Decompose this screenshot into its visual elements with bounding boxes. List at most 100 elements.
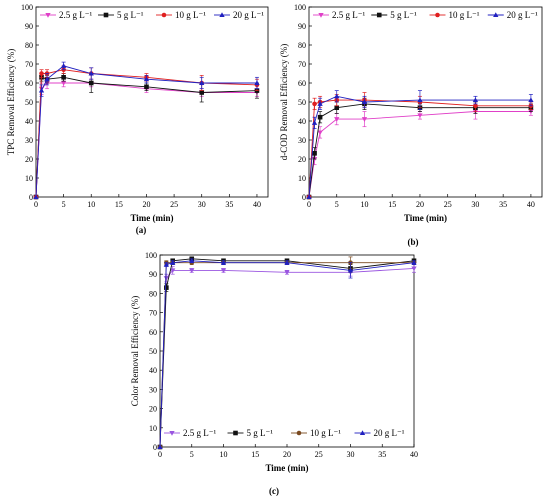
x-tick-label: 40 [527,200,535,209]
legend-marker [45,13,51,18]
panel-caption: (b) [408,237,419,247]
y-tick-label: 80 [25,41,33,50]
y-tick-label: 30 [149,385,157,394]
series-line [35,82,257,198]
data-point [189,268,195,274]
y-tick-label: 50 [25,98,33,107]
legend-marker [103,12,109,18]
data-point [61,75,66,80]
x-tick-label: 25 [170,200,178,209]
data-point [361,99,368,104]
series-1 [157,256,417,450]
x-axis-label: Time (min) [265,463,308,473]
data-point [411,259,417,265]
y-tick-label: 20 [149,405,157,414]
legend-label: 10 g L⁻¹ [449,10,480,20]
legend-label: 2.5 g L⁻¹ [332,10,365,20]
data-point [170,268,176,274]
data-point [88,70,94,76]
x-tick-label: 5 [335,200,339,209]
y-tick-label: 80 [149,289,157,298]
data-point [311,120,318,125]
y-axis-label: TPC Removal Efficiency (%) [6,49,16,156]
data-point [473,103,478,109]
panel-caption: (c) [269,486,279,496]
data-point [39,71,44,76]
data-point [311,157,318,162]
y-tick-label: 60 [25,79,33,88]
legend-label: 5 g L⁻¹ [247,428,274,438]
data-point [312,151,317,156]
x-tick-label: 10 [220,450,228,459]
legend-label: 20 g L⁻¹ [374,428,405,438]
data-point [312,101,317,107]
data-point [33,194,39,199]
legend-marker [359,430,366,435]
legend-marker [435,12,440,18]
y-tick-label: 40 [25,117,33,126]
x-tick-label: 5 [62,200,66,209]
x-tick-label: 0 [307,200,311,209]
data-point [44,76,50,82]
y-tick-label: 70 [298,60,306,69]
series-2 [157,256,417,450]
x-tick-label: 25 [444,200,452,209]
series-line [159,262,414,448]
y-tick-label: 60 [149,328,157,337]
y-tick-label: 40 [298,117,306,126]
x-tick-label: 20 [283,450,291,459]
x-tick-label: 0 [158,450,162,459]
legend-label: 20 g L⁻¹ [507,10,538,20]
data-point [334,93,340,99]
data-point [220,268,227,274]
data-point [284,270,290,276]
legend-label: 2.5 g L⁻¹ [183,428,216,438]
data-point [528,97,534,103]
data-point [317,114,323,120]
legend-marker [233,430,238,436]
data-point [170,259,176,265]
y-tick-label: 0 [29,193,33,202]
x-tick-label: 25 [315,450,323,459]
y-tick-label: 10 [149,424,157,433]
series-0 [306,103,534,200]
series-0 [157,264,417,450]
y-tick-label: 100 [294,3,306,12]
data-point [220,259,227,265]
data-point [88,80,94,86]
data-point [157,444,163,449]
x-tick-label: 15 [388,200,396,209]
series-line [308,111,531,198]
legend-marker [161,12,167,18]
legend-label: 10 g L⁻¹ [175,10,206,20]
legend-marker [169,431,175,436]
series-line [159,267,415,448]
legend-marker [296,430,302,436]
legend-label: 5 g L⁻¹ [390,10,417,20]
series-line [159,260,415,448]
y-tick-label: 70 [25,60,33,69]
x-tick-label: 35 [499,200,507,209]
data-point [306,194,312,199]
series-0 [33,76,260,200]
legend-label: 2.5 g L⁻¹ [59,10,92,20]
y-tick-label: 90 [298,22,306,31]
y-tick-label: 90 [25,22,33,31]
data-point [284,259,290,265]
x-tick-label: 35 [225,200,233,209]
data-point [164,285,169,290]
x-axis-label: Time (min) [404,213,447,223]
x-tick-label: 40 [410,450,418,459]
y-tick-label: 80 [298,41,306,50]
data-point [163,276,169,281]
x-tick-label: 30 [347,450,355,459]
y-tick-label: 10 [298,174,306,183]
y-tick-label: 30 [298,136,306,145]
x-tick-label: 40 [253,200,261,209]
x-tick-label: 10 [87,200,95,209]
data-point [347,267,354,273]
y-tick-label: 50 [149,347,157,356]
data-point [163,261,169,267]
legend-marker [318,13,324,18]
